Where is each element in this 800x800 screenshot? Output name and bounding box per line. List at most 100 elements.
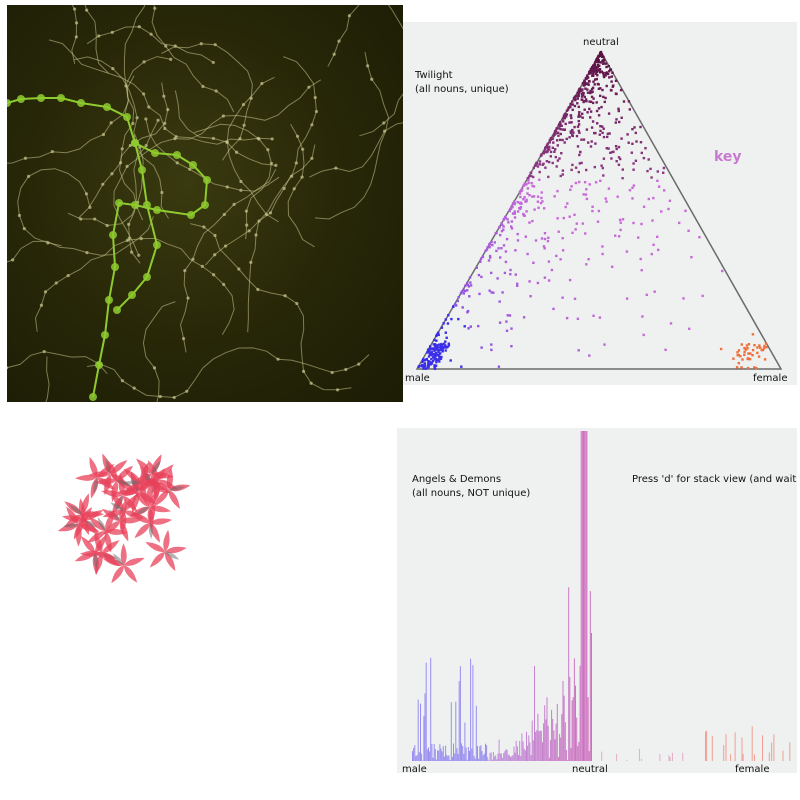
ternary-point	[560, 152, 563, 155]
ternary-point	[442, 322, 445, 325]
petal	[87, 531, 106, 543]
ternary-point	[592, 80, 595, 83]
ternary-point	[660, 210, 663, 213]
ternary-point	[593, 78, 597, 81]
ternary-point	[563, 128, 566, 131]
ternary-point	[435, 334, 438, 338]
histogram-subtitle: (all nouns, NOT unique)	[412, 488, 531, 499]
ternary-point	[600, 105, 603, 109]
network-branch	[309, 122, 403, 178]
ternary-point	[574, 98, 577, 102]
ternary-point	[546, 239, 550, 243]
ternary-point	[599, 179, 602, 182]
histogram-bar	[782, 750, 784, 761]
ternary-point	[542, 152, 545, 155]
histogram-bar	[568, 587, 570, 761]
ternary-point	[756, 346, 759, 349]
ternary-point	[488, 289, 491, 292]
ternary-point	[662, 166, 666, 170]
ternary-point	[688, 327, 691, 330]
ternary-point	[536, 200, 540, 203]
histogram-bar	[591, 633, 592, 761]
ternary-point	[452, 305, 455, 308]
petal	[78, 523, 100, 532]
ternary-point	[607, 112, 611, 115]
network-branch	[45, 356, 50, 402]
ternary-point	[436, 348, 439, 351]
petal	[134, 522, 151, 539]
ternary-point	[579, 150, 582, 154]
ternary-point	[577, 123, 581, 126]
petal	[139, 482, 147, 504]
leaf-shadow	[97, 517, 106, 532]
ternary-point	[527, 179, 530, 182]
ternary-point	[527, 181, 530, 185]
ternary-point	[555, 139, 559, 142]
ternary-point	[577, 129, 580, 133]
key-label[interactable]: key	[714, 149, 742, 165]
ternary-point	[619, 221, 622, 224]
histogram-bar	[449, 759, 451, 761]
histogram-bar	[669, 757, 671, 761]
petal	[149, 551, 166, 568]
histogram-bar	[543, 723, 545, 761]
highlight-node	[111, 263, 119, 271]
petal	[131, 491, 140, 514]
network-branch	[123, 5, 146, 114]
ternary-point	[621, 168, 624, 171]
ternary-point	[637, 236, 640, 239]
histogram-bar	[565, 750, 567, 761]
ternary-point	[561, 237, 564, 240]
ternary-point	[543, 237, 547, 241]
ternary-point	[583, 95, 586, 99]
ternary-point	[576, 91, 579, 95]
ternary-point	[561, 173, 564, 176]
ternary-point	[690, 256, 693, 259]
ternary-point	[605, 147, 608, 150]
ternary-point	[656, 170, 659, 173]
ternary-point	[509, 207, 513, 210]
histogram-bar	[542, 742, 543, 761]
ternary-point	[597, 107, 601, 110]
ternary-point	[522, 316, 526, 319]
ternary-point	[568, 278, 572, 282]
ternary-point	[582, 138, 586, 141]
ternary-point	[431, 356, 435, 359]
ternary-point	[581, 88, 584, 91]
histogram-bar	[416, 755, 418, 761]
ternary-point	[626, 133, 629, 136]
ternary-point	[578, 131, 581, 134]
ternary-point	[653, 290, 656, 293]
histogram-bar	[570, 748, 572, 761]
ternary-point	[488, 254, 492, 258]
ternary-point	[513, 203, 516, 206]
highlight-node	[103, 103, 111, 111]
ternary-point	[607, 187, 611, 190]
highlight-node	[57, 94, 65, 102]
highlight-node	[203, 176, 211, 184]
ternary-point	[559, 174, 562, 178]
ternary-point	[551, 137, 554, 140]
ternary-point	[603, 343, 606, 346]
ternary-point	[737, 361, 740, 365]
ternary-point	[573, 125, 576, 129]
ternary-point	[589, 110, 593, 113]
petal	[123, 468, 141, 483]
ternary-point	[602, 71, 605, 75]
ternary-point	[611, 85, 614, 88]
ternary-point	[554, 129, 558, 132]
ternary-point	[466, 309, 470, 313]
ternary-point	[466, 283, 470, 287]
ternary-point	[536, 165, 540, 168]
ternary-point	[743, 350, 746, 354]
ternary-point	[646, 169, 649, 173]
petal	[165, 546, 187, 554]
network-branch	[87, 347, 370, 399]
ternary-point	[592, 74, 595, 77]
ternary-point	[582, 92, 585, 95]
network-branch	[151, 5, 235, 113]
ternary-point	[518, 190, 522, 193]
histogram-bar	[471, 748, 473, 761]
ternary-point	[547, 175, 550, 179]
histogram-bar	[428, 747, 429, 761]
